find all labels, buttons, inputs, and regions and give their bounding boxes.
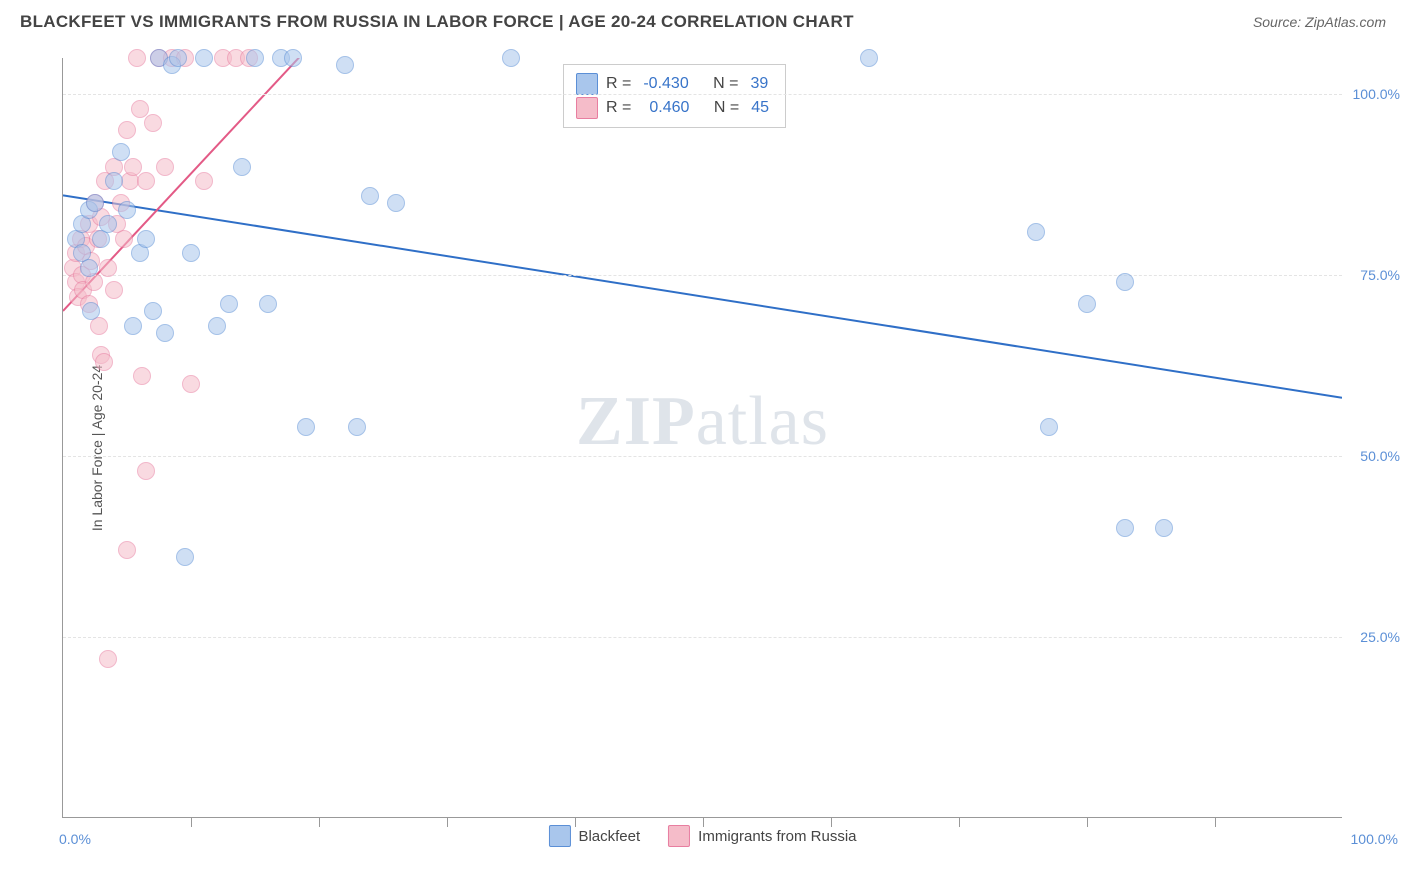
data-point-russia bbox=[137, 462, 155, 480]
data-point-blackfeet bbox=[1040, 418, 1058, 436]
data-point-blackfeet bbox=[176, 548, 194, 566]
data-point-russia bbox=[131, 100, 149, 118]
data-point-russia bbox=[118, 121, 136, 139]
data-point-blackfeet bbox=[169, 49, 187, 67]
data-point-blackfeet bbox=[1155, 519, 1173, 537]
data-point-blackfeet bbox=[80, 259, 98, 277]
data-point-blackfeet bbox=[220, 295, 238, 313]
data-point-blackfeet bbox=[297, 418, 315, 436]
data-point-blackfeet bbox=[387, 194, 405, 212]
data-point-blackfeet bbox=[124, 317, 142, 335]
data-point-blackfeet bbox=[1116, 519, 1134, 537]
data-point-blackfeet bbox=[82, 302, 100, 320]
watermark: ZIPatlas bbox=[576, 382, 829, 462]
data-point-russia bbox=[115, 230, 133, 248]
data-point-blackfeet bbox=[336, 56, 354, 74]
data-point-blackfeet bbox=[860, 49, 878, 67]
gridline bbox=[63, 275, 1342, 276]
gridline bbox=[63, 456, 1342, 457]
data-point-blackfeet bbox=[502, 49, 520, 67]
legend-item-blackfeet: Blackfeet bbox=[548, 825, 640, 847]
y-tick-label: 50.0% bbox=[1360, 448, 1400, 464]
x-tick bbox=[831, 817, 832, 827]
gridline bbox=[63, 637, 1342, 638]
x-tick bbox=[447, 817, 448, 827]
data-point-russia bbox=[99, 650, 117, 668]
data-point-blackfeet bbox=[208, 317, 226, 335]
swatch-blackfeet bbox=[576, 73, 598, 95]
series-legend: Blackfeet Immigrants from Russia bbox=[548, 825, 856, 847]
data-point-russia bbox=[118, 541, 136, 559]
x-tick bbox=[703, 817, 704, 827]
data-point-blackfeet bbox=[156, 324, 174, 342]
data-point-blackfeet bbox=[137, 230, 155, 248]
data-point-blackfeet bbox=[195, 49, 213, 67]
data-point-blackfeet bbox=[118, 201, 136, 219]
chart-container: In Labor Force | Age 20-24 ZIPatlas R = … bbox=[20, 48, 1386, 848]
swatch-russia-icon bbox=[668, 825, 690, 847]
data-point-blackfeet bbox=[1116, 273, 1134, 291]
x-tick bbox=[319, 817, 320, 827]
scatter-plot: ZIPatlas R = -0.430 N = 39 R = 0.460 N =… bbox=[62, 58, 1342, 818]
data-point-blackfeet bbox=[233, 158, 251, 176]
y-tick-label: 25.0% bbox=[1360, 629, 1400, 645]
x-tick bbox=[1087, 817, 1088, 827]
data-point-blackfeet bbox=[86, 194, 104, 212]
data-point-blackfeet bbox=[1078, 295, 1096, 313]
data-point-blackfeet bbox=[144, 302, 162, 320]
data-point-russia bbox=[99, 259, 117, 277]
data-point-russia bbox=[128, 49, 146, 67]
data-point-blackfeet bbox=[259, 295, 277, 313]
x-tick-label-max: 100.0% bbox=[1351, 831, 1398, 847]
y-tick-label: 100.0% bbox=[1353, 86, 1400, 102]
legend-row-blackfeet: R = -0.430 N = 39 bbox=[576, 73, 773, 95]
x-tick bbox=[191, 817, 192, 827]
data-point-russia bbox=[182, 375, 200, 393]
legend-row-russia: R = 0.460 N = 45 bbox=[576, 97, 773, 119]
x-tick bbox=[1215, 817, 1216, 827]
data-point-blackfeet bbox=[105, 172, 123, 190]
swatch-russia bbox=[576, 97, 598, 119]
x-tick-label-min: 0.0% bbox=[59, 831, 91, 847]
chart-title: BLACKFEET VS IMMIGRANTS FROM RUSSIA IN L… bbox=[20, 12, 854, 32]
correlation-legend: R = -0.430 N = 39 R = 0.460 N = 45 bbox=[563, 64, 786, 128]
gridline bbox=[63, 94, 1342, 95]
data-point-blackfeet bbox=[1027, 223, 1045, 241]
trend-lines bbox=[63, 58, 1342, 817]
data-point-blackfeet bbox=[348, 418, 366, 436]
legend-item-russia: Immigrants from Russia bbox=[668, 825, 856, 847]
data-point-blackfeet bbox=[182, 244, 200, 262]
data-point-russia bbox=[137, 172, 155, 190]
data-point-russia bbox=[144, 114, 162, 132]
data-point-russia bbox=[195, 172, 213, 190]
data-point-russia bbox=[124, 158, 142, 176]
x-tick bbox=[575, 817, 576, 827]
swatch-blackfeet-icon bbox=[548, 825, 570, 847]
data-point-blackfeet bbox=[361, 187, 379, 205]
data-point-blackfeet bbox=[99, 215, 117, 233]
data-point-blackfeet bbox=[284, 49, 302, 67]
data-point-blackfeet bbox=[246, 49, 264, 67]
data-point-blackfeet bbox=[112, 143, 130, 161]
data-point-russia bbox=[105, 281, 123, 299]
source-attribution: Source: ZipAtlas.com bbox=[1253, 14, 1386, 30]
data-point-russia bbox=[156, 158, 174, 176]
x-tick bbox=[959, 817, 960, 827]
y-tick-label: 75.0% bbox=[1360, 267, 1400, 283]
data-point-russia bbox=[95, 353, 113, 371]
data-point-russia bbox=[133, 367, 151, 385]
